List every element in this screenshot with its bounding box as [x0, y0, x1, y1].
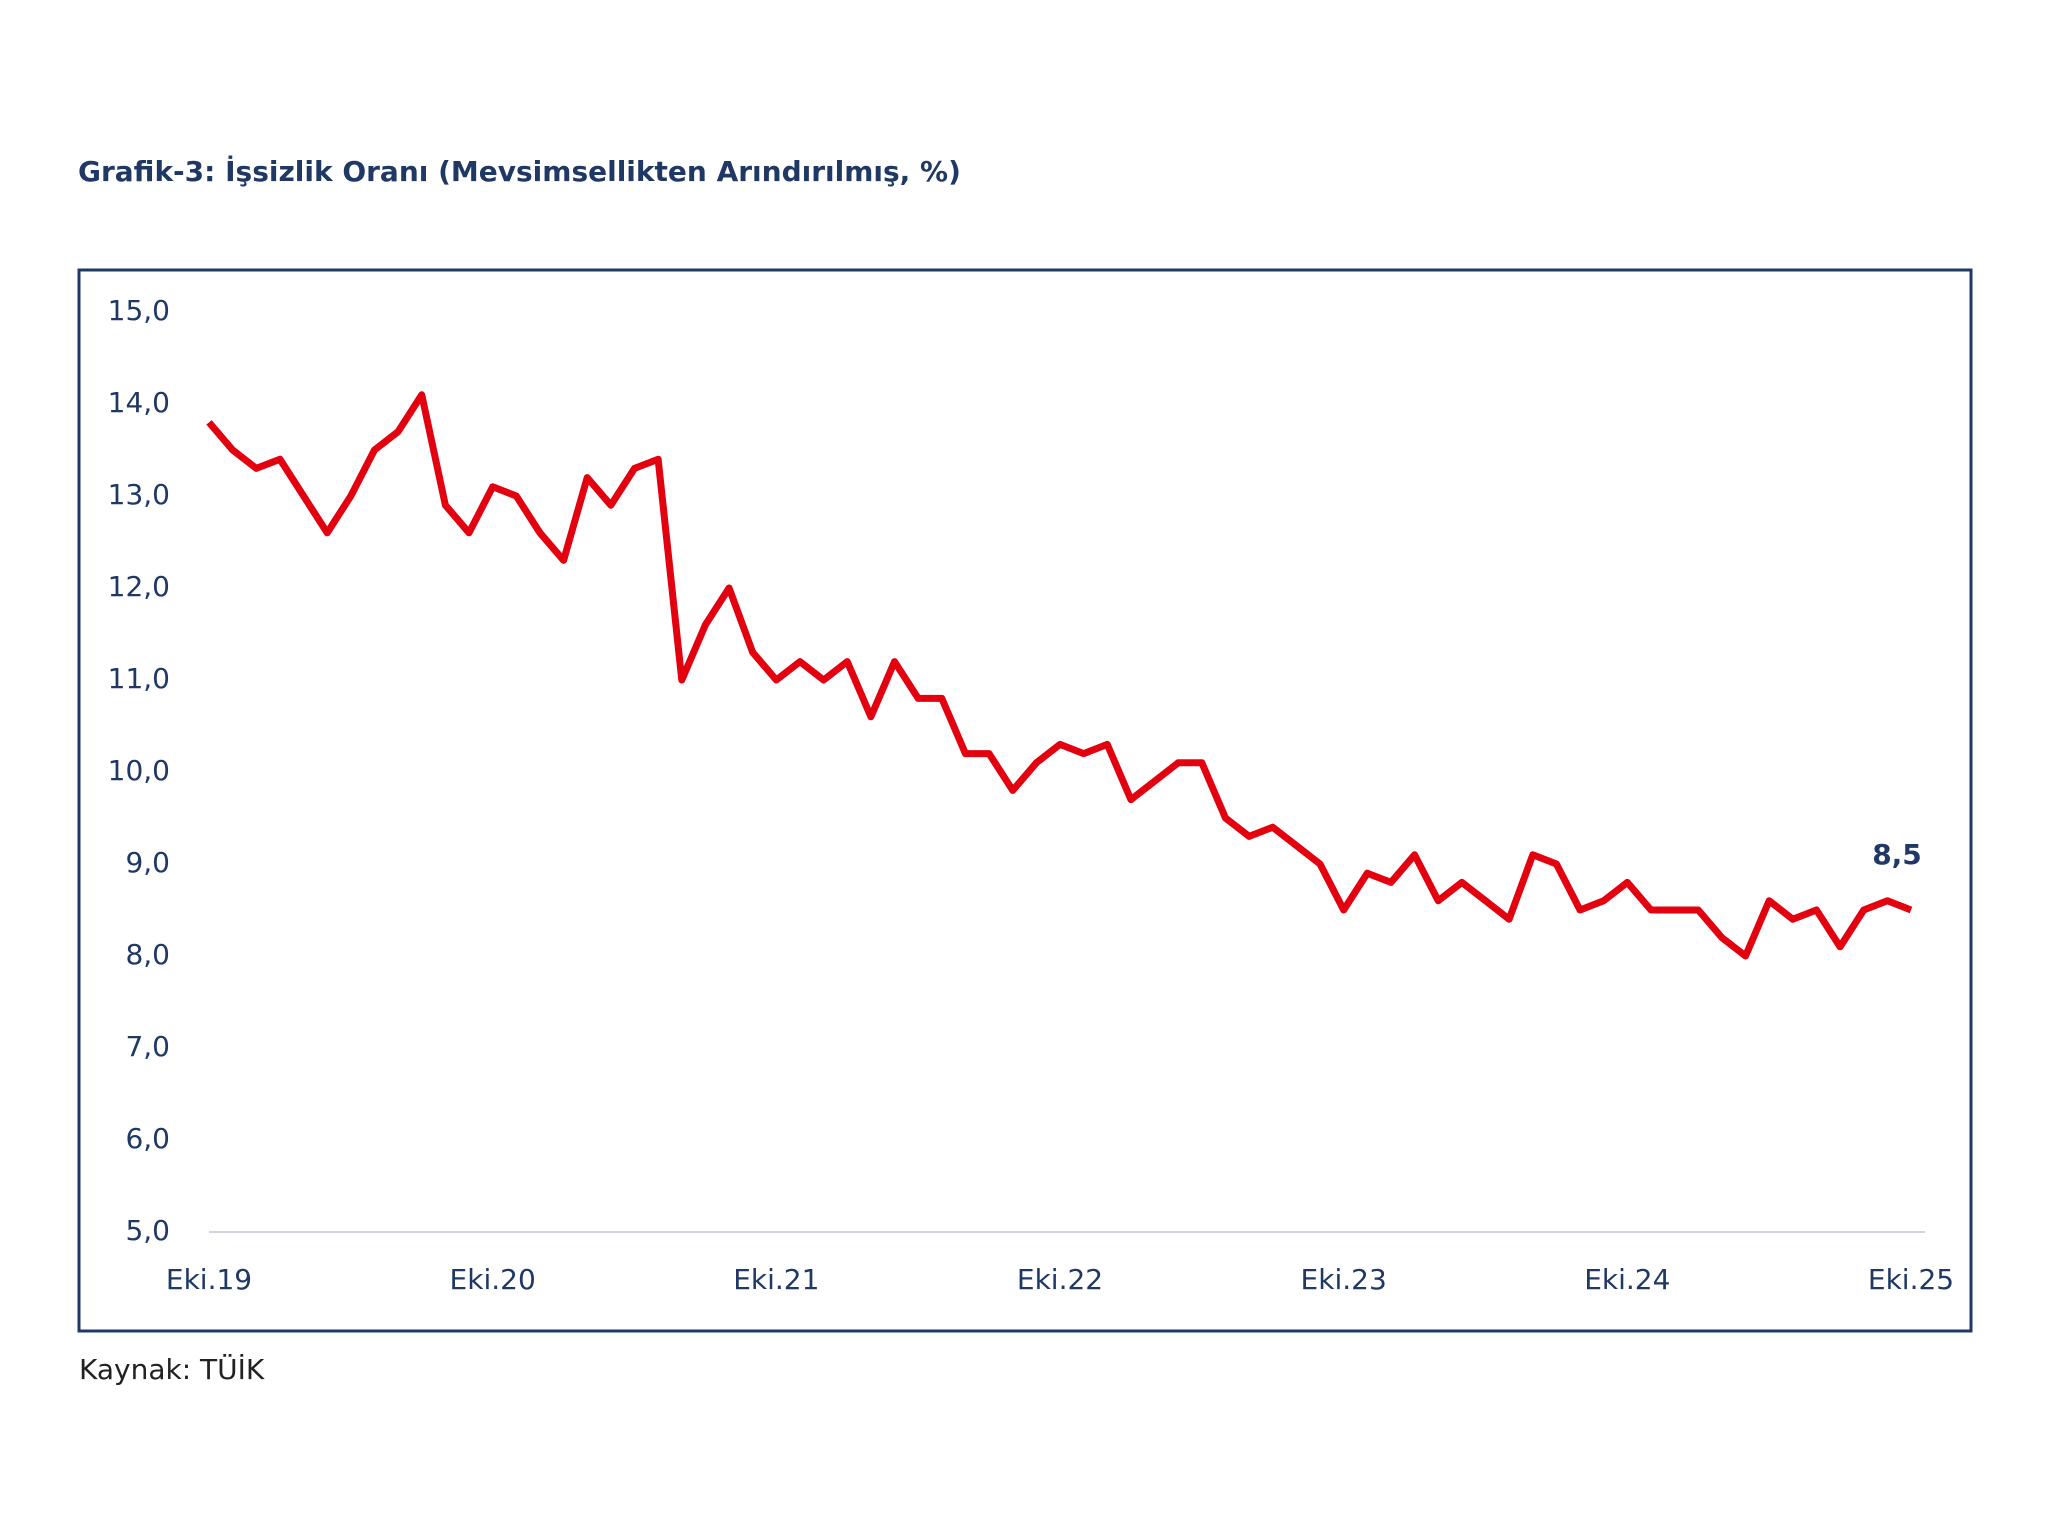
- y-tick-label: 8,0: [125, 938, 170, 971]
- y-tick-label: 10,0: [108, 754, 170, 787]
- chart-title: Grafik-3: İşsizlik Oranı (Mevsimsellikte…: [78, 154, 961, 188]
- y-tick-label: 13,0: [108, 478, 170, 511]
- y-tick-label: 11,0: [108, 662, 170, 695]
- y-tick-label: 9,0: [125, 846, 170, 879]
- x-tick-label: Eki.22: [1017, 1263, 1103, 1296]
- x-tick-label: Eki.21: [733, 1263, 819, 1296]
- y-tick-label: 14,0: [108, 386, 170, 419]
- y-tick-label: 15,0: [108, 294, 170, 327]
- x-tick-label: Eki.19: [166, 1263, 252, 1296]
- chart-frame: [77, 268, 1973, 1333]
- value-label: 8,5: [1872, 838, 1922, 871]
- data-line: [206, 391, 1913, 960]
- x-tick-label: Eki.25: [1868, 1263, 1954, 1296]
- source-note: Kaynak: TÜİK: [79, 1352, 265, 1386]
- x-tick-label: Eki.23: [1301, 1263, 1387, 1296]
- y-tick-label: 7,0: [125, 1030, 170, 1063]
- y-tick-label: 6,0: [125, 1122, 170, 1155]
- y-tick-label: 5,0: [125, 1214, 170, 1247]
- x-tick-label: Eki.24: [1584, 1263, 1670, 1296]
- y-tick-label: 12,0: [108, 570, 170, 603]
- x-tick-label: Eki.20: [450, 1263, 536, 1296]
